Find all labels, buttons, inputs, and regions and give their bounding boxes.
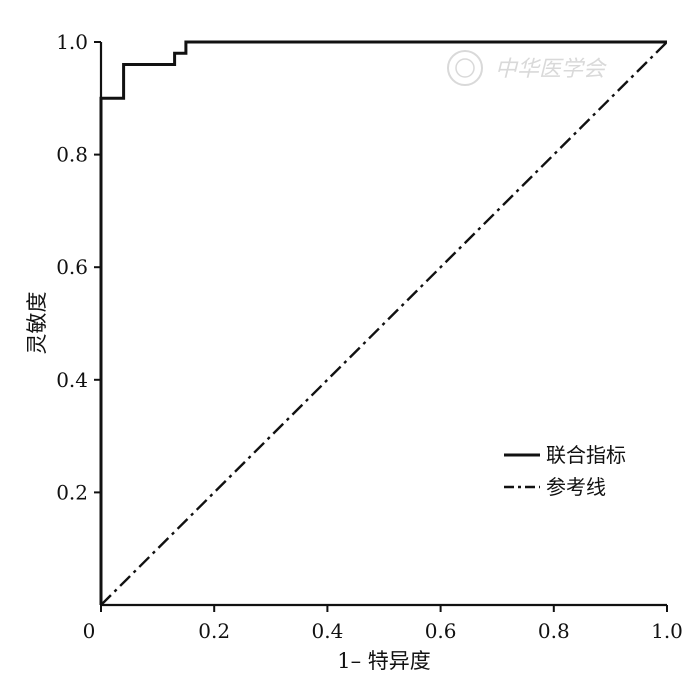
x-axis-title: 1– 特异度: [337, 649, 431, 673]
x-tick-label: 0.8: [538, 619, 570, 643]
series-line-1: [99, 40, 667, 605]
watermark-seal-icon: [447, 50, 483, 86]
watermark-seal-inner-icon: [455, 58, 475, 78]
y-tick-label: 0.4: [56, 368, 88, 392]
legend-label-1: 联合指标: [546, 443, 626, 467]
y-tick-label: 0.2: [56, 480, 88, 504]
x-tick-label: 0.2: [198, 619, 230, 643]
series-layer: [99, 40, 668, 606]
y-axis-title: 灵敏度: [25, 292, 49, 355]
ticks-layer: 0 0.2 0.4 0.6 0.8 1.0 0.2 0.4 0.6 0.8 1.0: [56, 30, 683, 643]
x-tick-label: 0.4: [311, 619, 343, 643]
y-tick-label: 0.6: [56, 255, 88, 279]
watermark-text: 中华医学会: [495, 57, 607, 82]
y-tick-label: 1.0: [56, 30, 88, 54]
x-tick-label: 0: [83, 619, 96, 643]
y-tick-label: 0.8: [56, 143, 88, 167]
legend-label-2: 参考线: [546, 475, 606, 499]
x-tick-label: 0.6: [425, 619, 457, 643]
x-tick-label: 1.0: [651, 619, 683, 643]
watermark: 中华医学会: [447, 50, 607, 86]
series-line-2: [100, 41, 668, 606]
